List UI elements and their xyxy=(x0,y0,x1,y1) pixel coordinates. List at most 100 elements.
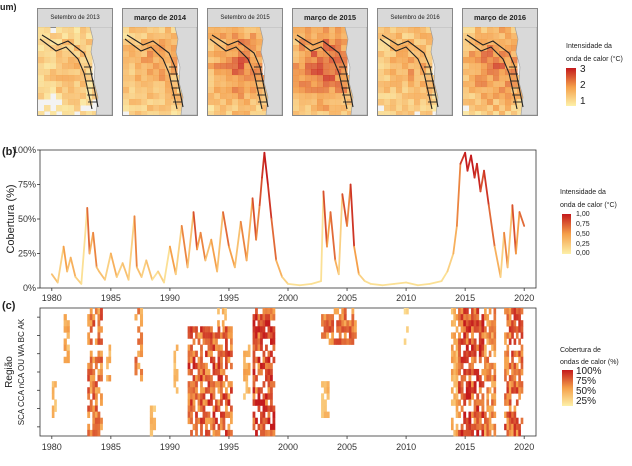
map-heat-cell xyxy=(493,51,500,58)
series-segment xyxy=(80,207,89,285)
map-heat-cell xyxy=(293,75,300,82)
heatmap-cell xyxy=(488,411,492,419)
heatmap-cell xyxy=(100,314,103,321)
series-segment xyxy=(104,252,112,281)
map-heat-cell xyxy=(305,105,312,112)
map-heat-cell xyxy=(323,105,330,112)
heatmap-cell xyxy=(262,356,266,364)
series-segment xyxy=(180,225,189,269)
heatmap-cell xyxy=(272,326,276,333)
map-heat-cell xyxy=(135,93,142,100)
map-heat-cell xyxy=(469,111,476,115)
region-outline xyxy=(39,38,93,110)
heatmap-cell xyxy=(450,375,454,382)
heatmap-cell xyxy=(260,387,263,394)
series-segment xyxy=(326,211,332,248)
map-heat-cell xyxy=(80,87,87,94)
heatmap-cell xyxy=(488,308,492,315)
map-heat-cell xyxy=(250,39,257,46)
heatmap-cell xyxy=(262,429,266,437)
heatmap-cell xyxy=(215,399,218,406)
heatmap-cell xyxy=(513,411,517,419)
heatmap-cell xyxy=(455,350,459,358)
heatmap-cell xyxy=(463,429,467,437)
heatmap-cell xyxy=(89,350,93,358)
heatmap-cell xyxy=(245,368,249,376)
heatmap-cell xyxy=(513,320,517,327)
map-heat-cell xyxy=(305,111,312,115)
map-heat-cell xyxy=(469,81,476,88)
heatmap-cell xyxy=(217,332,221,339)
heatmap-cell xyxy=(220,344,223,351)
heatmap-cell xyxy=(465,356,469,364)
heatmap-cell xyxy=(108,344,112,351)
heatmap-cell xyxy=(92,417,96,425)
heatmap-cell xyxy=(267,387,271,394)
heatmap-cell xyxy=(215,344,218,351)
heatmap-cell xyxy=(515,362,519,370)
heatmap-cell xyxy=(97,356,101,364)
heatmap-cell xyxy=(506,344,510,351)
heatmap-cell xyxy=(476,423,480,431)
x-tick-label: 2005 xyxy=(337,442,357,452)
heatmap-cell xyxy=(195,375,198,382)
map-heat-cell xyxy=(123,45,130,52)
map-canvas xyxy=(378,27,452,115)
heatmap-cell xyxy=(217,381,221,388)
heatmap-cell xyxy=(458,350,461,358)
heatmap-cell xyxy=(326,326,329,333)
heatmap-cell xyxy=(245,362,249,370)
heatmap-cell xyxy=(205,338,208,345)
map-heat-cell xyxy=(299,45,306,52)
heatmap-cell xyxy=(346,326,350,333)
heatmap-cell xyxy=(260,429,263,437)
heatmap-cell xyxy=(260,411,263,419)
heatmap-cell xyxy=(225,405,228,412)
heatmap-cell xyxy=(257,320,261,327)
heatmap-cell xyxy=(192,375,196,382)
map-heat-cell xyxy=(469,27,476,34)
map-heat-cell xyxy=(499,105,506,112)
heatmap-cell xyxy=(243,362,246,370)
map-heat-cell xyxy=(68,105,75,112)
panel-b-label: (b) xyxy=(2,146,17,158)
heatmap-cell xyxy=(491,375,494,382)
map-heat-cell xyxy=(511,81,518,88)
legend-b-tick: 0,50 xyxy=(576,231,590,238)
series-segment xyxy=(511,204,517,255)
series-segment xyxy=(145,259,154,281)
heatmap-cell xyxy=(224,314,227,321)
heatmap-cell xyxy=(491,338,494,345)
heatmap-cell xyxy=(406,326,409,333)
heatmap-cell xyxy=(513,423,517,431)
heatmap-cell xyxy=(257,326,261,333)
map-heat-cell xyxy=(262,105,269,112)
series-segment xyxy=(98,270,106,281)
heatmap-cell xyxy=(486,423,490,431)
map-heat-cell xyxy=(92,93,99,100)
heatmap-cell xyxy=(272,423,276,431)
heatmap-cell xyxy=(511,381,514,388)
heatmap-cell xyxy=(217,350,221,358)
x-tick-label: 2020 xyxy=(514,293,534,303)
map-heat-cell xyxy=(311,69,318,76)
heatmap-cell xyxy=(471,338,474,345)
series-segment xyxy=(337,193,344,276)
heatmap-cell xyxy=(265,332,268,339)
map-heat-cell xyxy=(208,75,215,82)
map-heat-cell xyxy=(226,33,233,40)
heatmap-cell xyxy=(518,393,521,400)
heatmap-cell xyxy=(506,350,510,358)
heatmap-cell xyxy=(473,320,477,327)
map-heat-cell xyxy=(499,63,506,70)
map-heat-cell xyxy=(256,33,263,40)
heatmap-cell xyxy=(245,375,249,382)
map-heat-cell xyxy=(44,33,51,40)
heatmap-cell xyxy=(488,362,492,370)
map-heat-cell xyxy=(390,105,397,112)
heatmap-cell xyxy=(202,387,206,394)
heatmap-cell xyxy=(252,314,256,321)
heatmap-cell xyxy=(460,381,464,388)
map-heat-cell xyxy=(493,33,500,40)
heatmap-cell xyxy=(323,399,327,406)
